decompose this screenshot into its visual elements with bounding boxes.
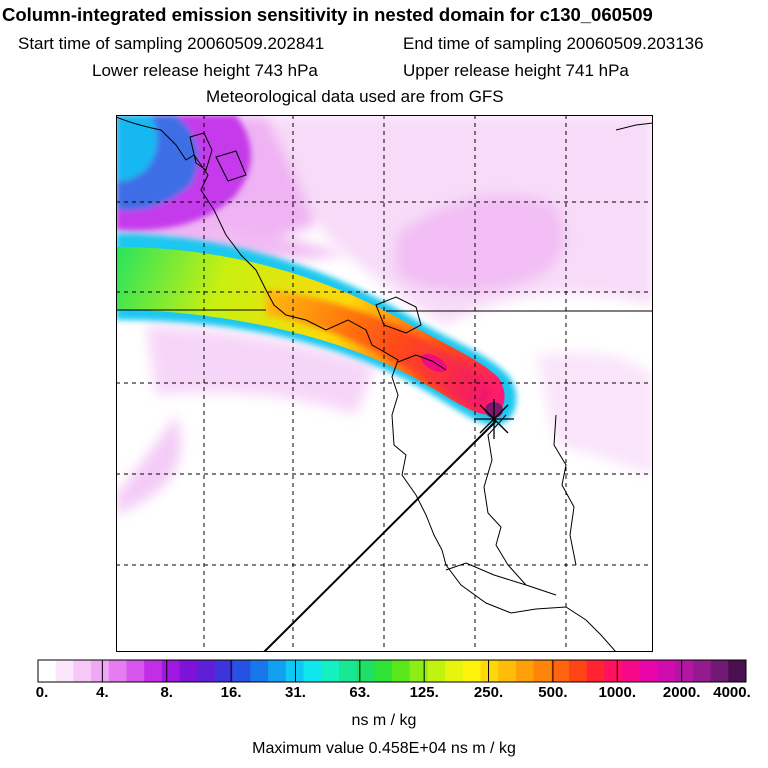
upper-release-label: Upper release height 741 hPa	[403, 61, 629, 80]
colorbar-segment	[197, 660, 216, 682]
colorbar	[37, 659, 747, 683]
map-frame	[116, 115, 653, 652]
lat-lon-grid	[116, 115, 653, 652]
colorbar-label: 0.	[35, 684, 49, 701]
colorbar-segment	[55, 660, 74, 682]
colorbar-segment	[692, 660, 712, 682]
colorbar-segment	[569, 660, 588, 682]
colorbar-segment	[144, 660, 163, 682]
map-panel	[116, 115, 653, 652]
colorbar-segment	[515, 660, 535, 682]
sensitivity-map	[116, 115, 653, 652]
colorbar-segment	[91, 660, 110, 682]
colorbar-label: 16.	[220, 684, 242, 701]
colorbar-segment	[445, 660, 464, 682]
colorbar-segment	[675, 660, 694, 682]
colorbar-segment	[586, 660, 605, 682]
colorbar-segment	[604, 660, 623, 682]
colorbar-segment	[108, 660, 127, 682]
colorbar-segment	[710, 660, 729, 682]
colorbar-segment	[268, 660, 287, 682]
met-data-label: Meteorological data used are from GFS	[206, 87, 504, 106]
colorbar-segment	[622, 660, 641, 682]
maximum-value-label: Maximum value 0.458E+04 ns m / kg	[252, 740, 516, 757]
colorbar-segment	[179, 660, 198, 682]
lower-release-label: Lower release height 743 hPa	[92, 61, 318, 80]
colorbar-segment	[338, 660, 358, 682]
colorbar-segment	[498, 660, 517, 682]
colorbar-segment	[73, 660, 92, 682]
end-time-label: End time of sampling 20060509.203136	[403, 34, 704, 53]
colorbar-segment	[462, 660, 481, 682]
colorbar-label: 31.	[285, 684, 306, 701]
chart-title: Column-integrated emission sensitivity i…	[2, 4, 653, 25]
colorbar-segment	[285, 660, 304, 682]
colorbar-unit: ns m / kg	[351, 712, 417, 729]
colorbar-segment	[427, 660, 446, 682]
colorbar-label: 1000.	[598, 684, 637, 701]
colorbar-segment	[38, 660, 57, 682]
colorbar-label: 125.	[409, 684, 439, 701]
colorbar-label: 250.	[473, 684, 504, 701]
colorbar-segment	[356, 660, 375, 682]
colorbar-label: 4000.	[713, 684, 751, 701]
colorbar-label: 63.	[349, 684, 371, 701]
colorbar-segment	[161, 660, 181, 682]
release-point-marker	[474, 399, 514, 439]
colorbar-frame	[37, 659, 747, 683]
colorbar-segment	[232, 660, 251, 682]
colorbar-segment	[533, 660, 552, 682]
colorbar-segment	[321, 660, 340, 682]
colorbar-segment	[250, 660, 269, 682]
colorbar-segment	[728, 660, 747, 682]
colorbar-segment	[392, 660, 411, 682]
colorbar-label: 2000.	[662, 684, 701, 701]
colorbar-label: 500.	[538, 684, 568, 701]
start-time-label: Start time of sampling 20060509.202841	[18, 34, 325, 53]
colorbar-label: 4.	[96, 684, 109, 701]
colorbar-segment	[551, 660, 570, 682]
colorbar-segment	[215, 660, 234, 682]
colorbar-segment	[409, 660, 428, 682]
colorbar-label: 8.	[160, 684, 173, 701]
colorbar-segment	[374, 660, 393, 682]
colorbar-segment	[480, 660, 499, 682]
colorbar-segment	[126, 660, 145, 682]
colorbar-segment	[639, 660, 658, 682]
flight-track	[263, 420, 497, 652]
colorbar-segment	[303, 660, 322, 682]
colorbar-segment	[657, 660, 676, 682]
